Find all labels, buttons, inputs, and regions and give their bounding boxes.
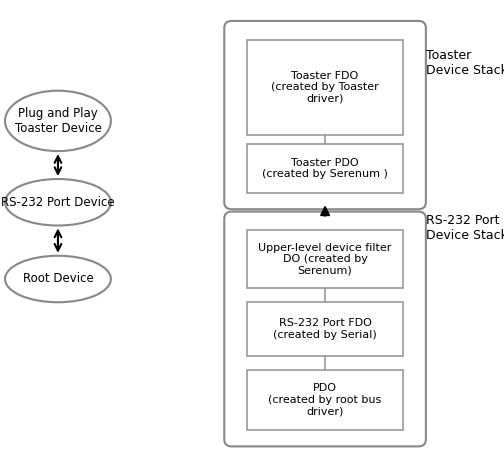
Text: Upper-level device filter
DO (created by
Serenum): Upper-level device filter DO (created by… [259,243,392,276]
FancyBboxPatch shape [247,40,403,135]
FancyBboxPatch shape [224,212,426,446]
Text: RS-232 Port FDO
(created by Serial): RS-232 Port FDO (created by Serial) [273,318,377,340]
FancyBboxPatch shape [247,144,403,193]
FancyBboxPatch shape [247,302,403,356]
Text: Toaster PDO
(created by Serenum ): Toaster PDO (created by Serenum ) [262,158,388,179]
Ellipse shape [5,91,111,151]
Text: RS-232 Port
Device Stack: RS-232 Port Device Stack [426,214,504,242]
Text: Toaster
Device Stack: Toaster Device Stack [426,49,504,77]
Text: PDO
(created by root bus
driver): PDO (created by root bus driver) [269,383,382,417]
Ellipse shape [5,179,111,226]
FancyBboxPatch shape [247,230,403,288]
Text: Root Device: Root Device [23,272,93,286]
Text: Plug and Play
Toaster Device: Plug and Play Toaster Device [15,107,101,135]
Text: Toaster FDO
(created by Toaster
driver): Toaster FDO (created by Toaster driver) [271,71,379,104]
FancyBboxPatch shape [224,21,426,209]
Text: RS-232 Port Device: RS-232 Port Device [1,196,115,209]
Ellipse shape [5,256,111,302]
FancyBboxPatch shape [247,370,403,430]
